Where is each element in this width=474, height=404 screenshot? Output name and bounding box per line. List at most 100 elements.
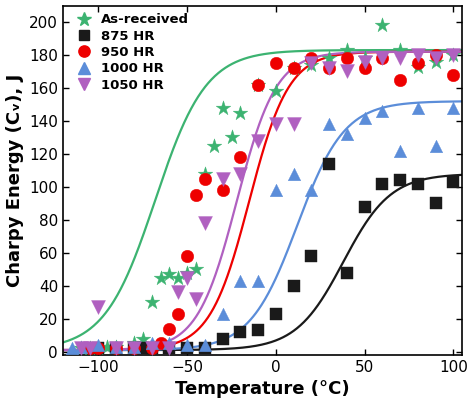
Point <box>201 342 209 348</box>
Point <box>148 340 155 347</box>
Point <box>201 175 209 182</box>
Point <box>95 345 102 351</box>
Point <box>112 343 120 350</box>
Point <box>396 76 404 83</box>
Point <box>219 311 227 317</box>
Point <box>361 204 368 210</box>
Point <box>192 266 200 273</box>
Point <box>112 343 120 350</box>
Point <box>237 109 244 116</box>
Point <box>192 192 200 198</box>
Point <box>379 108 386 114</box>
Point <box>148 345 155 351</box>
Point <box>449 52 457 58</box>
Point <box>139 345 146 351</box>
Point <box>325 65 333 72</box>
Point <box>157 340 164 347</box>
Point <box>237 154 244 160</box>
Point <box>379 22 386 29</box>
Point <box>130 340 138 347</box>
Point <box>174 311 182 317</box>
Point <box>361 55 368 61</box>
Point <box>183 269 191 276</box>
Point <box>414 63 421 70</box>
Point <box>165 345 173 351</box>
Point <box>95 345 102 351</box>
Point <box>148 299 155 305</box>
Point <box>290 121 297 128</box>
Point <box>95 304 102 310</box>
Point <box>183 253 191 259</box>
Point <box>396 47 404 53</box>
Point <box>192 296 200 302</box>
Point <box>343 47 351 53</box>
Point <box>272 88 280 95</box>
Point <box>130 345 138 351</box>
Point <box>210 143 218 149</box>
Point <box>219 105 227 111</box>
Point <box>414 105 421 111</box>
Point <box>68 345 76 351</box>
Point <box>290 65 297 72</box>
Point <box>219 335 227 342</box>
Point <box>174 274 182 281</box>
Point <box>255 327 262 334</box>
Point <box>379 55 386 61</box>
Point <box>77 345 84 351</box>
Point <box>308 62 315 68</box>
Point <box>272 311 280 317</box>
Point <box>157 274 164 281</box>
Point <box>396 177 404 183</box>
Point <box>219 187 227 194</box>
Point <box>201 170 209 177</box>
Point <box>165 345 173 351</box>
Point <box>272 187 280 194</box>
Point <box>228 134 235 141</box>
Point <box>165 340 173 347</box>
Point <box>112 345 120 351</box>
Point <box>361 65 368 72</box>
Point <box>86 345 93 351</box>
Point <box>325 55 333 61</box>
Point <box>414 180 421 187</box>
Y-axis label: Charpy Energy (Cᵥ), J: Charpy Energy (Cᵥ), J <box>6 74 24 287</box>
Point <box>112 345 120 351</box>
Point <box>148 345 155 351</box>
Point <box>255 137 262 144</box>
Point <box>255 82 262 88</box>
Point <box>343 55 351 61</box>
Point <box>272 121 280 128</box>
Point <box>308 187 315 194</box>
Point <box>290 282 297 289</box>
Point <box>308 253 315 259</box>
Point <box>219 175 227 182</box>
Point <box>325 160 333 167</box>
Point <box>77 345 84 351</box>
Point <box>343 68 351 75</box>
Point <box>361 58 368 65</box>
X-axis label: Temperature (°C): Temperature (°C) <box>175 381 350 398</box>
Point <box>139 335 146 342</box>
Point <box>183 342 191 348</box>
Point <box>449 72 457 78</box>
Point <box>255 82 262 88</box>
Point <box>237 170 244 177</box>
Point <box>237 329 244 335</box>
Point <box>396 147 404 154</box>
Point <box>325 65 333 72</box>
Point <box>201 345 209 351</box>
Point <box>130 345 138 351</box>
Point <box>86 345 93 351</box>
Point <box>449 52 457 58</box>
Point <box>86 345 93 351</box>
Point <box>343 269 351 276</box>
Point <box>325 121 333 128</box>
Point <box>432 58 439 65</box>
Point <box>183 345 191 351</box>
Point <box>414 60 421 67</box>
Point <box>95 342 102 348</box>
Point <box>201 220 209 226</box>
Point <box>343 131 351 137</box>
Point <box>174 289 182 296</box>
Point <box>95 345 102 351</box>
